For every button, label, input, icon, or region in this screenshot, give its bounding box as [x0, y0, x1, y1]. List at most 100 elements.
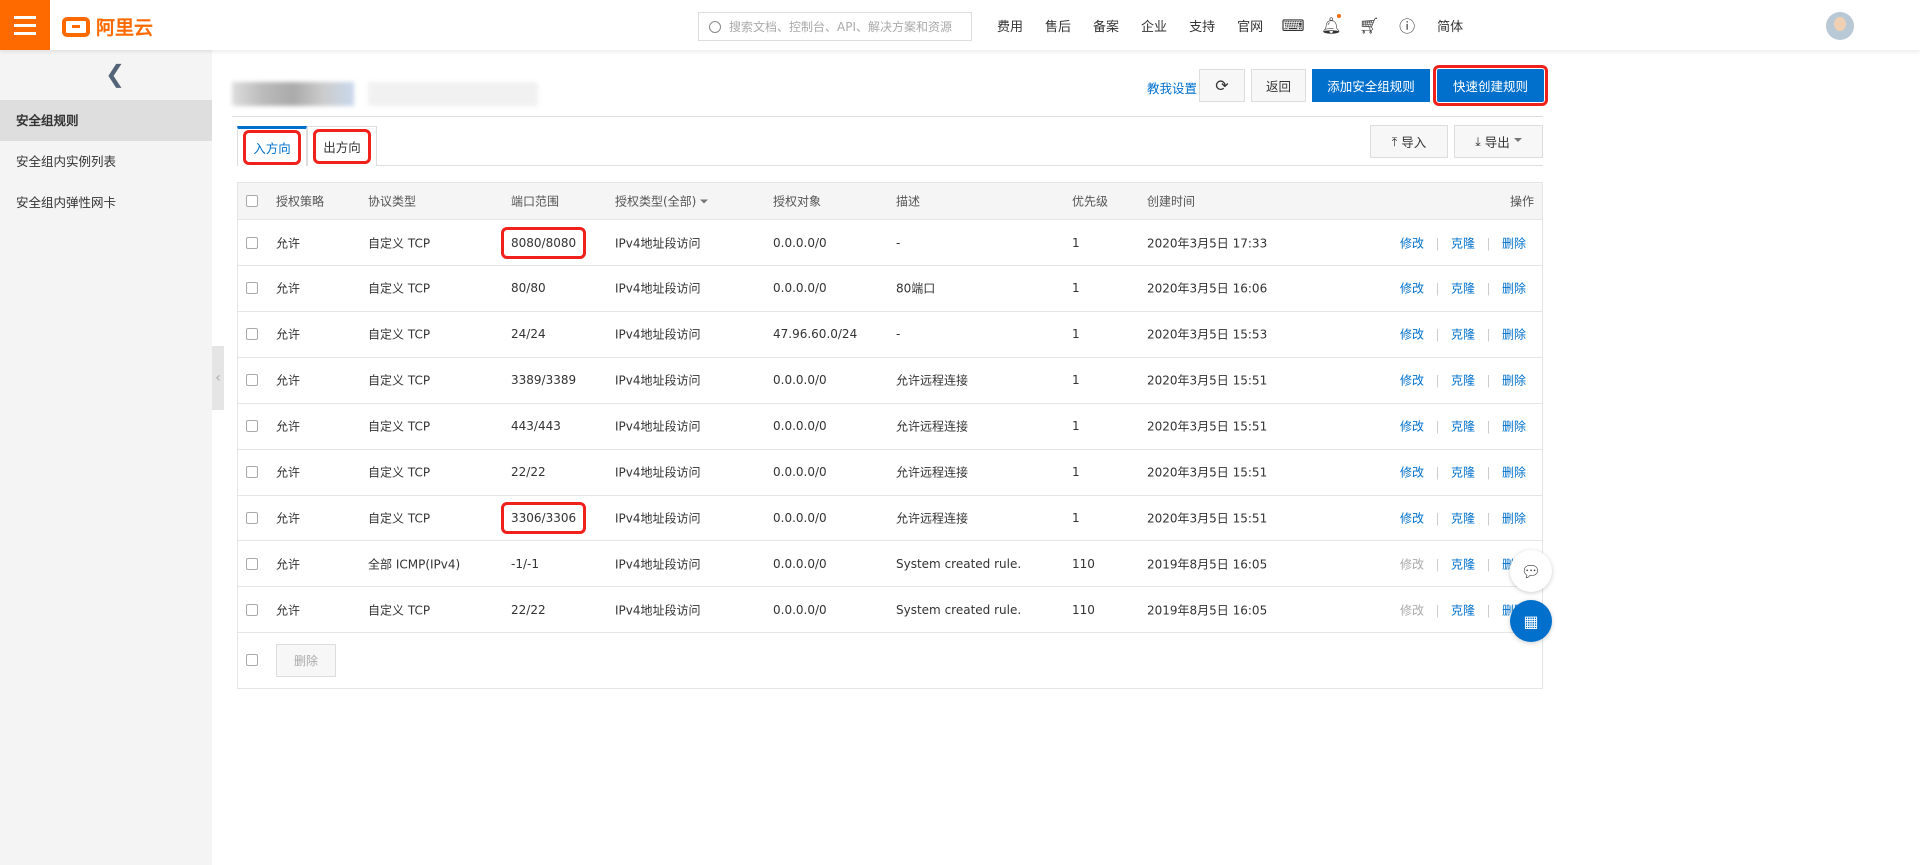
- tab-outbound[interactable]: 出方向: [307, 126, 377, 166]
- clone-link[interactable]: 克隆: [1451, 557, 1476, 572]
- hamburger-menu-icon[interactable]: [0, 0, 50, 50]
- avatar[interactable]: [1826, 12, 1854, 40]
- top-navbar: 阿里云 搜索文档、控制台、API、解决方案和资源 费用 售后 备案 企业 支持 …: [0, 0, 1920, 50]
- row-checkbox[interactable]: [246, 557, 258, 570]
- quick-create-rule-button[interactable]: 快速创建规则: [1433, 65, 1548, 106]
- back-chevron-icon[interactable]: ❮: [105, 60, 126, 88]
- row-checkbox[interactable]: [246, 236, 258, 249]
- delete-link[interactable]: 删除: [1501, 419, 1526, 434]
- separator: |: [1478, 465, 1499, 480]
- nav-after-sales[interactable]: 售后: [1045, 19, 1072, 35]
- edit-link[interactable]: 修改: [1400, 465, 1425, 480]
- nav-fees[interactable]: 费用: [997, 19, 1024, 35]
- aliyun-logo[interactable]: 阿里云: [62, 13, 153, 40]
- col-auth-type-filter[interactable]: 授权类型(全部): [615, 193, 709, 210]
- bulk-select-checkbox[interactable]: [246, 654, 258, 666]
- tab-inbound[interactable]: 入方向: [237, 126, 307, 166]
- nav-enterprise[interactable]: 企业: [1141, 19, 1168, 35]
- cell-auth-type: IPv4地址段访问: [615, 511, 701, 526]
- cell-protocol: 自定义 TCP: [368, 419, 431, 434]
- edit-link[interactable]: 修改: [1400, 236, 1425, 250]
- select-all-checkbox[interactable]: [246, 195, 258, 207]
- edit-link[interactable]: 修改: [1400, 281, 1425, 296]
- row-checkbox[interactable]: [246, 282, 258, 295]
- export-dropdown[interactable]: ⤓ 导出: [1454, 125, 1543, 158]
- edit-link[interactable]: 修改: [1400, 327, 1425, 342]
- row-checkbox[interactable]: [246, 511, 258, 524]
- divider: [232, 116, 1543, 117]
- cell-created: 2020年3月5日 15:51: [1147, 419, 1268, 434]
- nav-official-site[interactable]: 官网: [1237, 19, 1264, 35]
- separator: |: [1478, 511, 1499, 526]
- clone-link[interactable]: 克隆: [1451, 465, 1476, 480]
- terminal-icon[interactable]: ⌨: [1281, 15, 1305, 35]
- language-switch[interactable]: 简体: [1437, 19, 1464, 35]
- cell-priority: 110: [1072, 556, 1095, 571]
- table-row: 允许 自定义 TCP 443/443 IPv4地址段访问 0.0.0.0/0 允许远程连接…: [238, 404, 1542, 450]
- clone-link[interactable]: 克隆: [1451, 511, 1476, 526]
- sidebar-item-eni[interactable]: 安全组内弹性网卡: [16, 195, 117, 210]
- chat-icon[interactable]: 💬︎: [1510, 550, 1552, 592]
- cell-port: -1/-1: [511, 556, 539, 571]
- cell-priority: 1: [1072, 465, 1080, 479]
- separator: |: [1427, 557, 1448, 572]
- refresh-icon[interactable]: ⟳: [1199, 69, 1245, 102]
- tab-outbound-label: 出方向: [313, 129, 371, 164]
- cell-port: 3389/3389: [511, 373, 577, 388]
- delete-link[interactable]: 删除: [1501, 327, 1526, 342]
- cell-protocol: 自定义 TCP: [368, 465, 431, 480]
- search-placeholder: 搜索文档、控制台、API、解决方案和资源: [729, 20, 952, 34]
- cell-target: 0.0.0.0/0: [773, 465, 827, 479]
- nav-support[interactable]: 支持: [1189, 19, 1216, 35]
- edit-link[interactable]: 修改: [1400, 511, 1425, 526]
- row-checkbox[interactable]: [246, 374, 258, 387]
- apps-icon[interactable]: ▦: [1510, 600, 1552, 642]
- cell-auth-type: IPv4地址段访问: [615, 281, 701, 296]
- clone-link[interactable]: 克隆: [1451, 327, 1476, 342]
- export-label: 导出: [1484, 135, 1510, 150]
- cell-auth-type: IPv4地址段访问: [615, 419, 701, 434]
- add-rule-button[interactable]: 添加安全组规则: [1312, 69, 1430, 102]
- collapse-sidebar-handle[interactable]: ‹: [212, 346, 224, 410]
- sidebar-item-instances[interactable]: 安全组内实例列表: [16, 154, 117, 169]
- clone-link[interactable]: 克隆: [1451, 236, 1476, 250]
- search-input[interactable]: 搜索文档、控制台、API、解决方案和资源: [698, 12, 972, 41]
- delete-link[interactable]: 删除: [1501, 465, 1526, 480]
- edit-link[interactable]: 修改: [1400, 373, 1425, 388]
- nav-icp[interactable]: 备案: [1093, 19, 1120, 35]
- back-button[interactable]: 返回: [1251, 69, 1306, 102]
- row-checkbox[interactable]: [246, 603, 258, 616]
- delete-link[interactable]: 删除: [1501, 281, 1526, 296]
- cart-icon[interactable]: 🛒︎: [1358, 15, 1380, 35]
- caret-down-icon: [700, 199, 709, 208]
- clone-link[interactable]: 克隆: [1451, 373, 1476, 388]
- col-created: 创建时间: [1147, 194, 1196, 209]
- separator: |: [1478, 281, 1499, 296]
- clone-link[interactable]: 克隆: [1451, 281, 1476, 296]
- table-row: 允许 全部 ICMP(IPv4) -1/-1 IPv4地址段访问 0.0.0.0/0 Sy…: [238, 541, 1542, 588]
- help-setup-link[interactable]: 教我设置: [1147, 81, 1198, 96]
- import-button[interactable]: ⤒ 导入: [1370, 125, 1448, 158]
- help-icon[interactable]: ⓘ: [1399, 17, 1416, 36]
- separator: |: [1427, 281, 1448, 296]
- col-policy: 授权策略: [276, 194, 325, 209]
- cell-created: 2020年3月5日 15:51: [1147, 373, 1268, 388]
- sidebar: ❮ 安全组规则 安全组内实例列表 安全组内弹性网卡: [0, 50, 212, 865]
- edit-link[interactable]: 修改: [1400, 557, 1425, 572]
- bulk-delete-button[interactable]: 删除: [276, 644, 336, 677]
- row-checkbox[interactable]: [246, 420, 258, 433]
- row-checkbox[interactable]: [246, 466, 258, 478]
- delete-link[interactable]: 删除: [1501, 373, 1526, 388]
- edit-link[interactable]: 修改: [1400, 419, 1425, 434]
- bell-icon[interactable]: 🔔︎: [1320, 13, 1342, 35]
- sidebar-item-rules[interactable]: 安全组规则: [0, 100, 212, 141]
- edit-link[interactable]: 修改: [1400, 603, 1425, 618]
- clone-link[interactable]: 克隆: [1451, 603, 1476, 618]
- delete-link[interactable]: 删除: [1501, 511, 1526, 526]
- cell-policy: 允许: [276, 465, 301, 480]
- row-checkbox[interactable]: [246, 328, 258, 341]
- cell-desc: 允许远程连接: [896, 373, 969, 388]
- cell-auth-type: IPv4地址段访问: [615, 557, 701, 572]
- clone-link[interactable]: 克隆: [1451, 419, 1476, 434]
- delete-link[interactable]: 删除: [1501, 236, 1526, 250]
